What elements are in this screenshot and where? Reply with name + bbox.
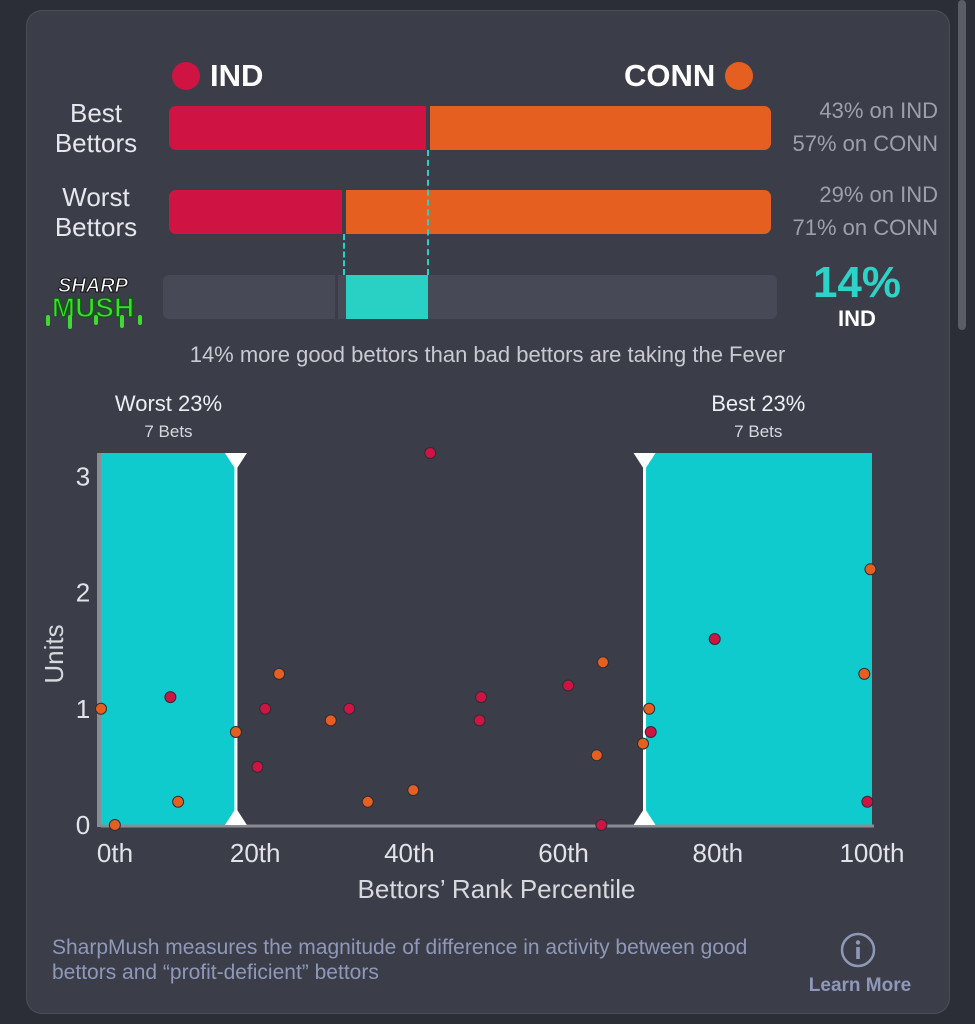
worst-bettors-conn-bar (345, 190, 771, 234)
data-point-ind (424, 447, 437, 459)
data-point-conn (864, 563, 877, 576)
data-point-conn (229, 726, 242, 738)
region-subtitle-0: 7 Bets (144, 422, 192, 441)
data-point-ind (473, 714, 486, 727)
sharpmush-logo-line1: SHARP (58, 275, 129, 297)
region-title-0: Worst 23% (115, 391, 222, 416)
best-bettors-pct-text: 43% on IND 57% on CONN (770, 94, 938, 160)
team-right-abbr: CONN (624, 58, 716, 93)
learn-more-link[interactable]: Learn More (808, 975, 912, 996)
worst-bettors-label-line2: Bettors (54, 212, 138, 242)
data-point-ind (164, 691, 177, 704)
region-subtitle-1: 7 Bets (734, 422, 782, 441)
sharpmush-logo: SHARP MUSH (46, 275, 142, 329)
x-tick-label: 80th (692, 838, 743, 868)
best-bettors-conn-pct: 57% on CONN (792, 131, 938, 156)
data-point-ind (562, 679, 575, 692)
best-bettors-label: Best Bettors (36, 98, 156, 158)
worst-bettors-conn-pct: 71% on CONN (792, 215, 938, 240)
worst-bettors-label-line1: Worst (62, 182, 130, 212)
data-point-ind (343, 702, 356, 715)
sharpmush-difference-fill (345, 275, 428, 319)
y-tick-label: 0 (76, 810, 90, 840)
region-boundary-top-triangle-1 (633, 453, 656, 470)
best-bettors-ind-pct: 43% on IND (819, 98, 938, 123)
data-point-ind (708, 633, 721, 645)
sharpmush-team: IND (838, 306, 876, 331)
team-right-dot (725, 62, 754, 90)
data-point-conn (407, 784, 420, 797)
data-point-ind (861, 795, 874, 808)
data-point-ind (644, 726, 657, 738)
info-icon[interactable] (840, 932, 876, 968)
sharpmush-caption: 14% more good bettors than bad bettors a… (189, 342, 786, 367)
y-tick-label: 1 (76, 694, 90, 724)
sharpmush-value: 14% (812, 258, 902, 307)
data-point-conn (596, 656, 609, 669)
data-point-ind (251, 760, 264, 773)
data-point-ind (475, 691, 488, 704)
worst-bettors-ind-pct: 29% on IND (819, 182, 938, 207)
data-point-conn (637, 737, 650, 750)
x-tick-label: 40th (384, 838, 435, 868)
region-boundary-bottom-triangle-1 (633, 808, 656, 825)
data-point-conn (172, 795, 185, 808)
x-tick-label: 100th (839, 838, 904, 868)
highlight-region-0 (101, 453, 236, 825)
sharpmush-track (163, 275, 777, 319)
x-tick-label: 20th (230, 838, 281, 868)
data-point-conn (858, 667, 871, 680)
y-tick-label: 3 (76, 461, 90, 491)
worst-bettors-pct-text: 29% on IND 71% on CONN (770, 178, 938, 244)
worst-bettors-label: Worst Bettors (36, 182, 156, 242)
x-tick-label: 60th (538, 838, 589, 868)
region-title-1: Best 23% (711, 391, 805, 416)
data-point-conn (361, 795, 374, 808)
page-scrollbar[interactable] (958, 0, 966, 330)
worst-split-dashed-line (342, 234, 345, 275)
best-bettors-conn-bar (429, 106, 771, 150)
data-point-conn (643, 702, 656, 715)
data-point-conn (273, 667, 286, 680)
region-boundary-top-triangle-0 (224, 453, 247, 470)
data-point-ind (595, 819, 608, 831)
x-axis-label: Bettors’ Rank Percentile (358, 874, 636, 904)
region-boundary-bottom-triangle-0 (224, 808, 247, 825)
data-point-conn (590, 749, 603, 762)
data-point-conn (95, 702, 107, 715)
data-point-conn (108, 819, 121, 831)
sharpmush-track-divider (335, 275, 338, 319)
data-point-ind (259, 702, 272, 715)
worst-bettors-ind-bar (169, 190, 342, 234)
y-axis-label: Units (39, 624, 69, 683)
highlight-region-1 (644, 453, 872, 825)
y-tick-label: 2 (76, 578, 90, 608)
team-left-abbr: IND (210, 58, 264, 93)
team-left-dot (172, 62, 200, 90)
best-bettors-ind-bar (169, 106, 426, 150)
x-tick-label: 0th (97, 838, 133, 868)
best-bettors-label-line1: Best (69, 98, 123, 128)
best-split-dashed-line (426, 150, 429, 275)
team-left-label: IND (172, 58, 263, 94)
best-bettors-label-line2: Bettors (54, 128, 138, 158)
sharpmush-description: SharpMush measures the magnitude of diff… (52, 936, 748, 984)
data-point-conn (324, 714, 337, 727)
team-right-label: CONN (624, 58, 754, 94)
